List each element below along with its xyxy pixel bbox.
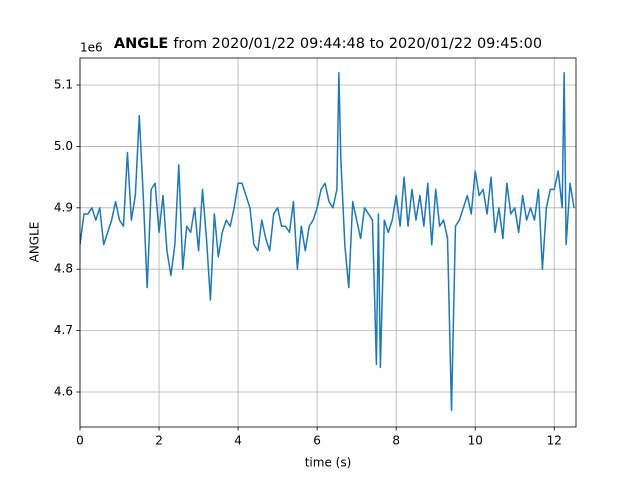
data-line <box>80 71 575 412</box>
plot-frame <box>79 57 577 428</box>
y-axis-label: ANGLE <box>28 222 42 263</box>
x-tick-label: 12 <box>547 434 562 448</box>
y-tick-label: 4.8 <box>54 262 73 276</box>
y-tick-label: 4.7 <box>54 323 73 337</box>
title-rest: from 2020/01/22 09:44:48 to 2020/01/22 0… <box>173 36 542 52</box>
x-tick-label: 10 <box>468 434 483 448</box>
y-tick-label: 4.6 <box>54 385 73 399</box>
x-tick-label: 2 <box>155 434 163 448</box>
y-tick-label: 5.0 <box>54 139 73 153</box>
x-tick-label: 8 <box>392 434 400 448</box>
x-axis-label: time (s) <box>305 456 352 470</box>
x-tick-label: 4 <box>234 434 242 448</box>
x-tick-label: 0 <box>76 434 84 448</box>
y-tick-label: 5.1 <box>54 78 73 92</box>
x-tick-label: 6 <box>313 434 321 448</box>
offset-text: 1e6 <box>80 41 103 55</box>
y-tick-label: 4.9 <box>54 200 73 214</box>
title-bold: ANGLE <box>114 36 168 52</box>
chart-title: ANGLE from 2020/01/22 09:44:48 to 2020/01… <box>114 36 542 52</box>
